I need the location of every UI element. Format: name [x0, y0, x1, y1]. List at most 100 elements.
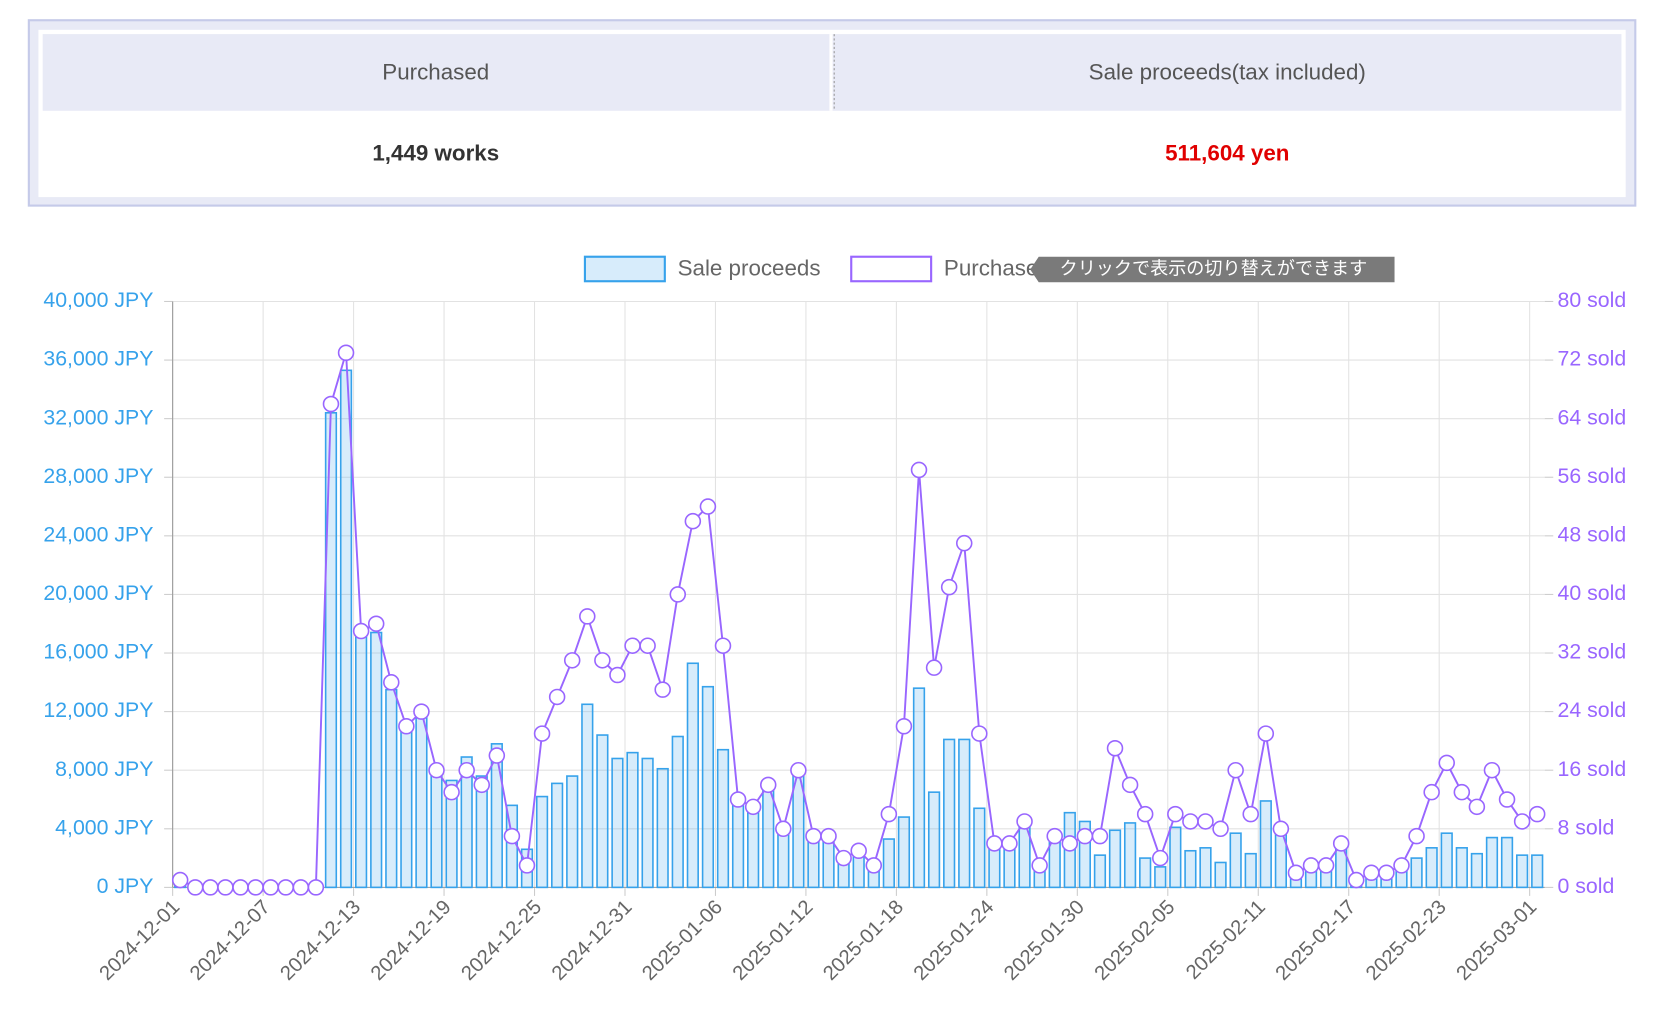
bar [943, 738, 956, 889]
legend-swatch[interactable] [583, 255, 666, 283]
point [488, 747, 506, 764]
bar [701, 685, 715, 889]
bar [490, 743, 503, 889]
point [759, 776, 777, 794]
y2-tick-label: 48 sold [1558, 522, 1627, 546]
point [805, 827, 822, 845]
x-tick-label: 2025-01-24 [910, 896, 999, 985]
point [1287, 864, 1305, 881]
bar [1500, 836, 1514, 889]
y2-tick-label: 0 sold [1558, 874, 1615, 898]
point [1348, 871, 1365, 889]
y2-tick-label: 16 sold [1558, 757, 1627, 781]
point [428, 761, 445, 779]
bar [1214, 861, 1227, 889]
point [1151, 849, 1169, 867]
value-purchased: 1,449 works [372, 140, 499, 165]
point [1046, 827, 1063, 845]
point [292, 879, 310, 896]
bar [385, 688, 398, 889]
point [1076, 827, 1094, 845]
bar [1485, 836, 1499, 889]
point [1423, 783, 1440, 801]
bar [430, 775, 443, 889]
point [1031, 857, 1048, 874]
point [684, 512, 702, 530]
point [835, 849, 852, 867]
bar [716, 748, 730, 889]
point [1242, 805, 1259, 823]
point [910, 461, 928, 479]
bar [1244, 852, 1257, 889]
point [413, 703, 430, 720]
point [1182, 813, 1199, 830]
point [307, 879, 325, 896]
point [880, 805, 898, 823]
point [1453, 783, 1471, 801]
point [1408, 827, 1425, 845]
bar [596, 734, 609, 889]
legend-swatch[interactable] [850, 255, 933, 283]
bar [460, 756, 473, 889]
point [247, 879, 264, 896]
point [1272, 820, 1290, 838]
point [850, 842, 867, 860]
point [458, 761, 475, 779]
value-sale: 511,604 yen [1165, 140, 1289, 165]
point [337, 344, 355, 361]
point [443, 783, 460, 801]
point [187, 879, 204, 896]
bar [792, 773, 805, 889]
point [775, 820, 792, 838]
y-tick-label: 16,000 JPY [43, 640, 153, 664]
point [1136, 805, 1154, 823]
bar [551, 782, 564, 889]
bar [988, 847, 1001, 889]
point [714, 637, 732, 654]
chart: 0 JPY 4,000 JPY 8,000 JPY 12,000 JPY 16,000 … [43, 255, 1626, 985]
point [1302, 857, 1320, 874]
tooltip-box [1030, 256, 1395, 283]
y-tick-label: 28,000 JPY [43, 464, 153, 488]
bar [355, 634, 368, 889]
bar [1515, 854, 1529, 889]
y-tick-label: 40,000 JPY [43, 288, 153, 312]
point [744, 798, 762, 816]
point [548, 688, 566, 706]
bar [762, 786, 775, 889]
y2-tick-label: 8 sold [1558, 815, 1615, 839]
point [563, 652, 581, 669]
point [217, 879, 234, 896]
y-tick-label: 20,000 JPY [43, 581, 153, 605]
point [639, 637, 656, 654]
point [790, 761, 807, 779]
point [1227, 761, 1244, 779]
point [1016, 813, 1033, 830]
bar [535, 795, 549, 889]
y-tick-label: 8,000 JPY [55, 757, 153, 781]
point [352, 622, 370, 640]
bar [731, 801, 745, 889]
bar [897, 816, 911, 889]
point [1257, 725, 1275, 742]
point [171, 871, 189, 889]
y2-tick-label: 32 sold [1558, 640, 1627, 664]
bar [1184, 849, 1197, 889]
bar [415, 715, 428, 889]
y2-tick-label: 24 sold [1558, 698, 1627, 722]
bar [400, 731, 413, 889]
point [624, 637, 641, 654]
bar [1455, 847, 1468, 889]
point [1167, 805, 1184, 823]
point [383, 674, 400, 691]
legend-label[interactable]: Sale proceeds [678, 255, 821, 280]
bar [656, 767, 669, 889]
y-tick-label: 0 JPY [97, 874, 154, 898]
bar [1139, 857, 1152, 889]
bar [1199, 847, 1212, 889]
header-sale: Sale proceeds(tax included) [1089, 59, 1366, 84]
point [1378, 864, 1395, 881]
bar [807, 836, 820, 889]
point [1393, 857, 1410, 874]
point [669, 586, 687, 603]
